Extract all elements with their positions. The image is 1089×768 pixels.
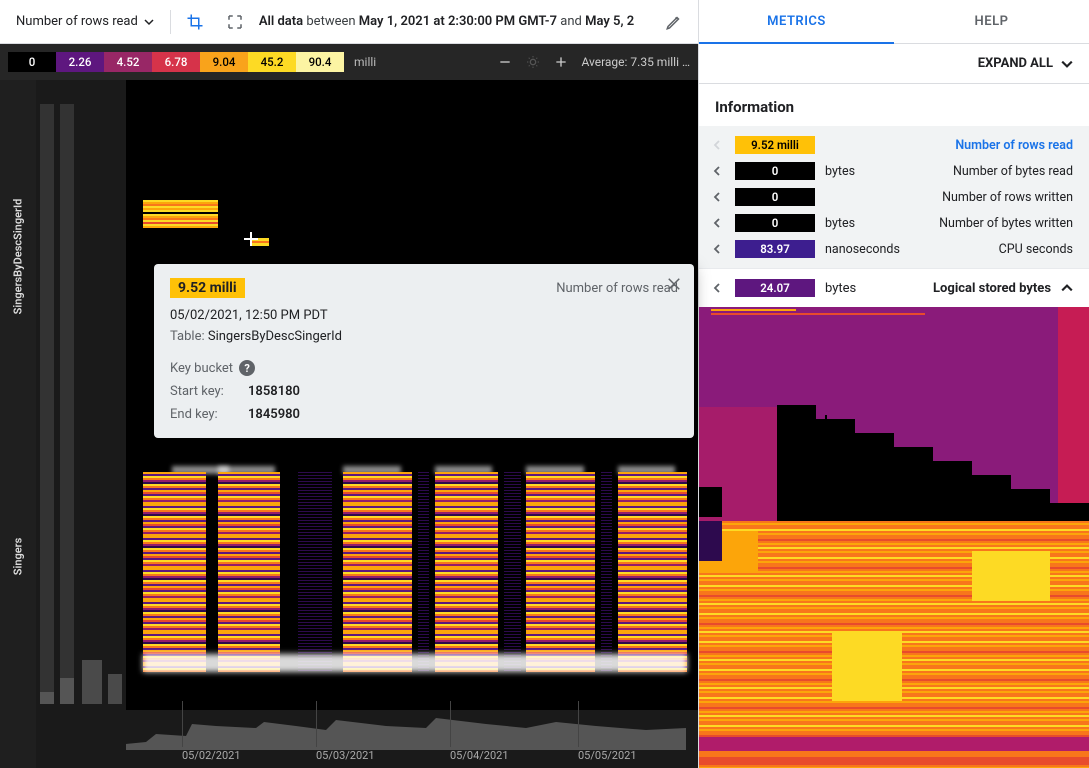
detail-unit: bytes [825,281,856,296]
legend-swatch: 90.4 [296,52,344,72]
chevron-down-icon [1061,58,1073,70]
info-label: Number of bytes read [923,164,1073,179]
info-value-badge: 0 [735,188,815,206]
y-label-0: SingersByDescSingerId [12,199,25,315]
zoom-in-button[interactable] [547,48,575,76]
detail-label: Logical stored bytes [866,281,1051,296]
info-row[interactable]: 0 bytes Number of bytes read [699,158,1089,184]
info-value-badge: 0 [735,214,815,232]
info-value-badge: 9.52 milli [735,136,815,154]
legend-unit: milli [354,55,376,69]
legend-swatch: 6.78 [152,52,200,72]
minus-icon [497,54,513,70]
legend-swatch: 2.26 [56,52,104,72]
crop-icon [186,13,204,31]
minimap-gutter [36,80,126,768]
chevron-left-icon [709,283,725,293]
x-tick: 05/02/2021 [182,749,241,762]
visualization-panel: 02.264.526.789.0445.290.4 milli Average:… [0,44,698,768]
caret-down-icon [144,17,154,27]
tooltip-start-key: 1858180 [248,384,300,399]
info-unit: bytes [825,216,913,231]
help-icon[interactable]: ? [239,360,255,376]
info-value-badge: 83.97 [735,240,815,258]
tooltip-close-button[interactable] [660,270,688,298]
brightness-button[interactable] [519,48,547,76]
tab-help[interactable]: HELP [894,0,1089,43]
info-row[interactable]: 9.52 milli Number of rows read [699,132,1089,158]
info-row[interactable]: 0 Number of rows written [699,184,1089,210]
info-label: CPU seconds [923,242,1073,257]
plus-icon [553,54,569,70]
info-label: Number of rows read [923,138,1073,153]
legend-swatch: 0 [8,52,56,72]
information-header: Information [699,84,1089,126]
legend-average: Average: 7.35 milli … [581,55,690,69]
close-icon [665,275,683,293]
x-axis: 05/02/2021 05/03/2021 05/04/2021 05/05/2… [126,710,698,768]
brightness-icon [525,54,541,70]
chevron-left-icon [709,140,725,150]
chevron-left-icon [709,244,725,254]
x-tick: 05/04/2021 [450,749,509,762]
side-tabs: METRICS HELP [699,0,1089,44]
detail-heatmap[interactable] [699,307,1089,768]
tooltip-table-value: SingersByDescSingerId [208,329,342,344]
info-list: 9.52 milli Number of rows read 0 bytes Numbe… [699,126,1089,268]
tab-metrics[interactable]: METRICS [699,0,894,44]
info-row[interactable]: 83.97 nanoseconds CPU seconds [699,236,1089,262]
metric-dropdown-label: Number of rows read [16,14,138,29]
info-unit: bytes [825,164,913,179]
metric-dropdown[interactable]: Number of rows read [8,8,162,35]
info-label: Number of rows written [923,190,1073,205]
info-label: Number of bytes written [923,216,1073,231]
legend-swatch: 9.04 [200,52,248,72]
overview-sparkline [126,714,686,750]
divider [170,10,171,34]
detail-metric-row[interactable]: 24.07 bytes Logical stored bytes [699,268,1089,307]
datapoint-tooltip: 9.52 milli Number of rows read 05/02/202… [154,264,694,438]
expand-all-button[interactable]: EXPAND ALL [699,44,1089,84]
info-row[interactable]: 0 bytes Number of bytes written [699,210,1089,236]
detail-value-badge: 24.07 [735,279,815,297]
tooltip-table-label: Table: [170,329,205,344]
side-panel: METRICS HELP EXPAND ALL Information 9.52… [699,0,1089,768]
toolbar: Number of rows read All data between May… [0,0,698,44]
tooltip-timestamp: 05/02/2021, 12:50 PM PDT [170,308,678,323]
y-axis-gutter: SingersByDescSingerId Singers [0,80,36,768]
x-tick: 05/03/2021 [316,749,375,762]
tooltip-value-pill: 9.52 milli [170,278,245,298]
tooltip-bucket-label: Key bucket [170,361,233,376]
color-legend: 02.264.526.789.0445.290.4 milli Average:… [0,44,698,80]
pencil-icon [665,13,683,31]
fullscreen-button[interactable] [219,6,251,38]
fullscreen-icon [226,13,244,31]
legend-swatch: 45.2 [248,52,296,72]
info-unit: nanoseconds [825,242,913,257]
edit-range-button[interactable] [658,6,690,38]
chevron-left-icon [709,192,725,202]
chevron-left-icon [709,218,725,228]
zoom-out-button[interactable] [491,48,519,76]
tooltip-end-key: 1845980 [248,407,300,422]
legend-swatch: 4.52 [104,52,152,72]
x-tick: 05/05/2021 [578,749,637,762]
chevron-up-icon [1061,282,1073,294]
y-label-1: Singers [12,538,25,576]
info-value-badge: 0 [735,162,815,180]
chevron-left-icon [709,166,725,176]
time-range-text: All data between May 1, 2021 at 2:30:00 … [259,14,650,29]
crop-button[interactable] [179,6,211,38]
